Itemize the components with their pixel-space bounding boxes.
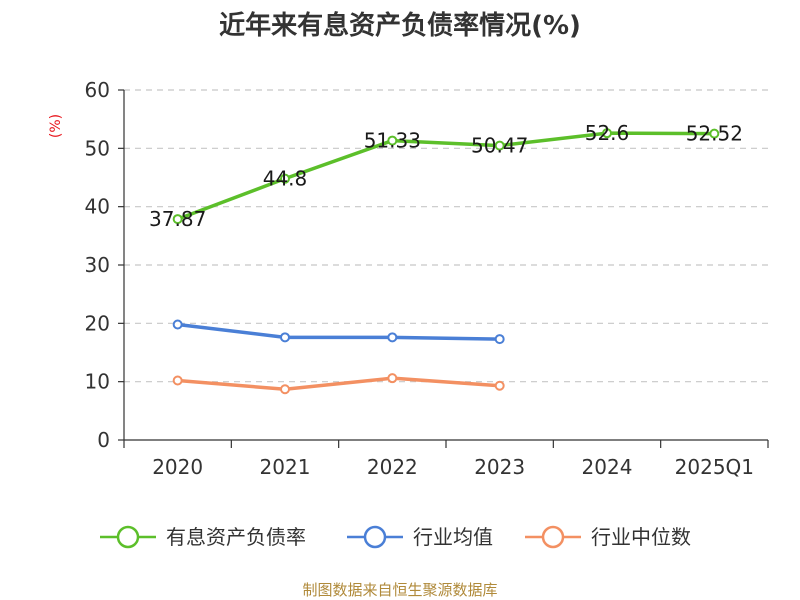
legend: 有息资产负债率 行业均值 行业中位数 <box>100 525 691 549</box>
data-point <box>709 128 720 139</box>
legend-label: 行业中位数 <box>591 525 691 549</box>
axis-layer: 0 10 20 30 40 50 60 2020 2021 2022 2023 2024 2025Q1 <box>85 78 769 479</box>
legend-marker <box>363 525 387 549</box>
series-line <box>177 376 500 391</box>
y-tick-label: 20 <box>85 311 110 335</box>
x-tick-label: 2025Q1 <box>675 455 754 479</box>
y-tick-label: 10 <box>85 370 110 394</box>
chart-title: 近年来有息资产负债率情况(%) <box>219 10 581 41</box>
data-label: 50.47 <box>471 134 528 158</box>
data-label: 52.6 <box>585 121 630 145</box>
y-tick-label: 60 <box>85 78 110 102</box>
series-line <box>177 131 715 221</box>
data-label: 37.87 <box>149 207 206 231</box>
data-label: 44.8 <box>263 167 308 191</box>
data-point <box>494 140 505 151</box>
legend-marker <box>116 525 140 549</box>
y-tick-label: 50 <box>85 136 110 160</box>
x-tick-label: 2023 <box>474 455 525 479</box>
y-tick-label: 30 <box>85 253 110 277</box>
legend-label: 行业均值 <box>413 525 493 549</box>
data-point <box>387 332 398 343</box>
data-point <box>280 384 290 395</box>
y-tick-label: 40 <box>85 195 110 219</box>
y-tick-label: 0 <box>97 428 110 452</box>
legend-marker <box>541 525 565 549</box>
data-point <box>387 373 398 384</box>
series-layer <box>172 128 720 395</box>
data-point <box>494 380 505 391</box>
data-point <box>172 214 183 225</box>
source-note: 制图数据来自恒生聚源数据库 <box>302 581 497 599</box>
data-point <box>387 135 398 146</box>
x-tick-label: 2020 <box>152 455 203 479</box>
data-point <box>602 128 612 139</box>
data-label-layer: 37.87 44.8 51.33 50.47 52.6 52.52 <box>149 121 743 231</box>
data-point <box>494 334 505 345</box>
data-label: 52.52 <box>686 122 743 146</box>
data-point <box>172 319 183 330</box>
data-label: 51.33 <box>364 129 421 153</box>
legend-label: 有息资产负债率 <box>166 525 306 549</box>
x-tick-label: 2022 <box>367 455 418 479</box>
data-point <box>280 173 290 184</box>
data-point <box>280 332 290 343</box>
x-tick-label: 2024 <box>582 455 633 479</box>
x-tick-label: 2021 <box>260 455 311 479</box>
series-line <box>177 322 500 341</box>
y-axis-label: (%) <box>48 114 64 138</box>
data-point <box>172 375 183 386</box>
